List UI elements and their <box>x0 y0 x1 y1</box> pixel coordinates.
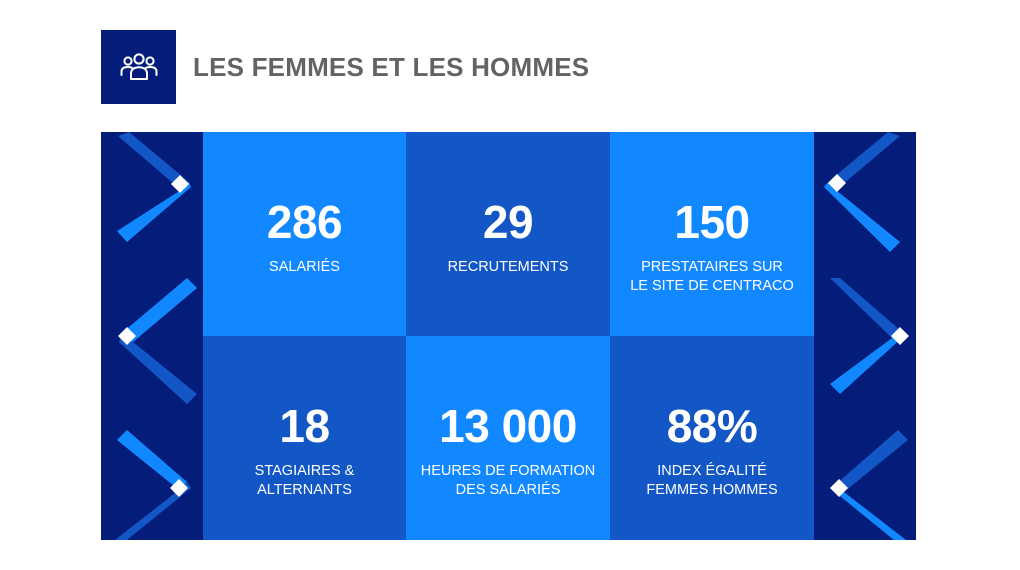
stat-tile-heures-formation: 13 000 HEURES DE FORMATION DES SALARIÉS <box>406 336 610 540</box>
stat-label: PRESTATAIRES SUR LE SITE DE CENTRACO <box>630 259 794 294</box>
stat-label: STAGIAIRES & ALTERNANTS <box>254 463 355 498</box>
header-icon-box <box>101 30 176 104</box>
right-chevron-decoration <box>824 132 909 540</box>
stat-value: 13 000 <box>439 400 577 452</box>
stat-tile-index-egalite: 88% INDEX ÉGALITÉ FEMMES HOMMES <box>610 336 814 540</box>
stat-label: HEURES DE FORMATION DES SALARIÉS <box>420 463 596 498</box>
stat-value: 29 <box>482 196 534 248</box>
page-title: LES FEMMES ET LES HOMMES <box>193 52 590 82</box>
stat-tile-recrutements: 29 RECRUTEMENTS <box>406 132 610 336</box>
stat-value: 88% <box>666 400 758 452</box>
stat-tile-stagiaires: 18 STAGIAIRES & ALTERNANTS <box>203 336 406 540</box>
stat-label: RECRUTEMENTS <box>447 259 569 275</box>
stats-board: 286 SALARIÉS 29 RECRUTEMENTS 150 PRESTAT… <box>101 132 916 540</box>
stat-tile-prestataires: 150 PRESTATAIRES SUR LE SITE DE CENTRACO <box>610 132 814 336</box>
stat-label: INDEX ÉGALITÉ FEMMES HOMMES <box>646 463 778 498</box>
left-chevron-decoration <box>115 132 197 540</box>
stats-grid: 286 SALARIÉS 29 RECRUTEMENTS 150 PRESTAT… <box>203 132 814 540</box>
stat-label: SALARIÉS <box>269 259 340 275</box>
people-group-icon <box>120 53 157 80</box>
stat-value: 18 <box>279 400 330 452</box>
stat-value: 286 <box>266 196 343 248</box>
stat-tile-salaries: 286 SALARIÉS <box>203 132 406 336</box>
stat-value: 150 <box>674 196 750 248</box>
